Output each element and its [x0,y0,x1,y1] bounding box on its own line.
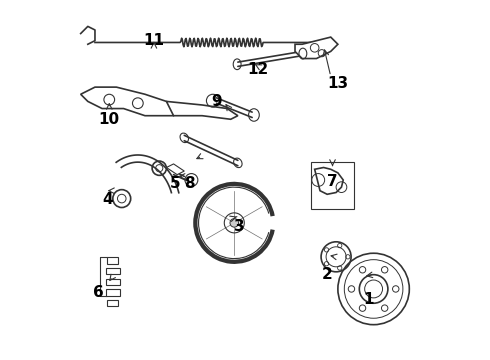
Bar [107,300,118,306]
Wedge shape [193,182,275,264]
Text: 8: 8 [184,176,195,191]
Bar [106,279,120,285]
Polygon shape [167,164,184,175]
Bar [107,257,118,264]
Polygon shape [295,37,338,59]
Text: 4: 4 [102,192,113,207]
Text: 9: 9 [211,94,222,109]
Text: 6: 6 [93,285,104,300]
Text: 7: 7 [327,174,338,189]
Text: 3: 3 [234,219,245,234]
Text: 13: 13 [327,76,348,91]
Text: 10: 10 [98,112,120,127]
Bar [106,268,120,274]
Polygon shape [315,167,343,194]
Text: 5: 5 [170,176,181,191]
Text: 12: 12 [247,62,268,77]
Text: 1: 1 [363,292,373,307]
Text: 2: 2 [322,267,333,282]
Polygon shape [167,102,238,119]
Circle shape [230,219,239,227]
Polygon shape [81,87,181,116]
Bar [311,162,354,208]
Text: 11: 11 [144,33,165,48]
Bar [106,289,120,296]
